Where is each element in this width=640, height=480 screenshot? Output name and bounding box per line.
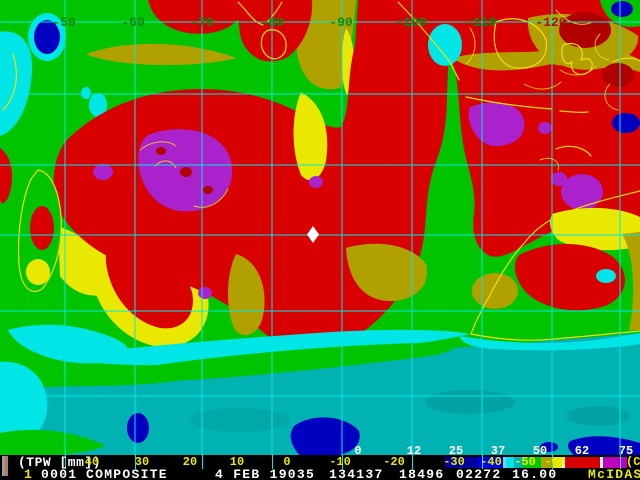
gridline-stub — [552, 455, 553, 469]
latlon-grid — [0, 0, 640, 455]
tpw-scale-value: 0 — [354, 444, 362, 458]
coastlines — [2, 1, 640, 341]
temp-scale-value: 20 — [182, 455, 198, 469]
image-id: 0001 — [41, 467, 78, 480]
colorbar-segment — [565, 457, 600, 468]
status-field1: 18496 — [399, 467, 445, 480]
tpw-scale-value: 50 — [532, 444, 548, 458]
temp-scale-value: -40 — [480, 455, 502, 469]
gridline-stub — [342, 455, 343, 469]
temp-scale-value: -10 — [329, 455, 351, 469]
gridline-stub — [65, 455, 66, 469]
brand-label: McIDAS — [588, 467, 640, 480]
product-name: COMPOSITE — [86, 467, 168, 480]
temp-scale-value: -50 — [514, 455, 536, 469]
lon-label: -120 — [535, 15, 566, 30]
frame-number: 1 — [24, 467, 34, 480]
lon-label: -100 — [395, 15, 426, 30]
frame-marker-tan — [5, 456, 8, 476]
colorbar — [420, 457, 627, 468]
gridline-stub — [202, 455, 203, 469]
gridline-stub — [135, 455, 136, 469]
status-date: 4 FEB 19035 — [215, 467, 316, 480]
temp-scale-value: 40 — [84, 455, 100, 469]
frame-marker-gray — [2, 456, 5, 476]
temp-unit-label: (C — [626, 455, 640, 469]
tpw-scale-value: 75 — [618, 444, 634, 458]
status-field2: 02272 — [456, 467, 502, 480]
temp-scale-value: -60 — [544, 455, 566, 469]
colorbar-segment — [523, 457, 541, 468]
colorbar-segment — [603, 457, 627, 468]
lon-label: -80 — [260, 15, 284, 30]
tpw-color-field — [0, 0, 640, 457]
temp-scale-value: 10 — [229, 455, 245, 469]
colorbar-tick — [503, 457, 506, 468]
status-time: 134137 — [329, 467, 384, 480]
colorbar-segment — [506, 457, 514, 468]
colorbar-tick — [600, 457, 603, 468]
status-field3: 16.00 — [512, 467, 558, 480]
temp-scale-value: 30 — [134, 455, 150, 469]
lon-label: -50 — [52, 15, 76, 30]
gridline-stub — [272, 455, 273, 469]
diamond-cursor-icon[interactable] — [307, 226, 319, 243]
colorbar-segment — [445, 457, 478, 468]
colorbar-segment — [478, 457, 503, 468]
tpw-scale-value: 37 — [490, 444, 506, 458]
lon-label: -70 — [190, 15, 214, 30]
gridline-stub — [620, 455, 621, 469]
colorbar-segment — [553, 457, 562, 468]
colorbar-title: (TPW [mm]) — [18, 455, 102, 470]
colorbar-tick — [562, 457, 565, 468]
tpw-scale-value: 12 — [406, 444, 422, 458]
tpw-scale-value: 62 — [574, 444, 590, 458]
lon-label: -90 — [329, 15, 353, 30]
tpw-scale-value: 25 — [448, 444, 464, 458]
longitude-labels: -50 -60 -70 -80 -90 -100 -110 -120 — [52, 15, 566, 30]
lon-label: -110 — [465, 15, 496, 30]
colorbar-segment — [514, 457, 523, 468]
temp-scale-value: 0 — [283, 455, 291, 469]
gridline-stub — [482, 455, 483, 469]
lon-label: -60 — [121, 15, 145, 30]
colorbar-segment — [420, 457, 445, 468]
contour-squiggles — [139, 9, 619, 208]
temp-scale-value: -30 — [443, 455, 465, 469]
temp-scale-value: -20 — [383, 455, 405, 469]
gridline-stub — [412, 455, 413, 469]
colorbar-segment — [541, 457, 553, 468]
